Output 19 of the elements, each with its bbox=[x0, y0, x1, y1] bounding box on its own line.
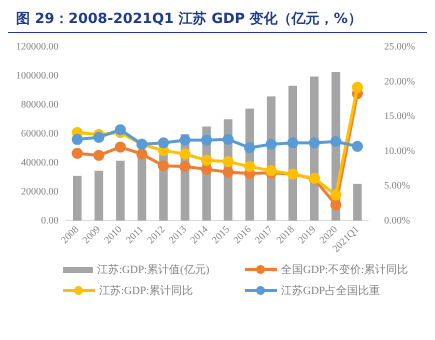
y-tick-label: 100000.00 bbox=[16, 70, 58, 82]
y2-tick-label: 20.00% bbox=[384, 76, 416, 88]
y2-tick-label: 15.00% bbox=[384, 111, 416, 122]
legend-label: 全国GDP:不变价:累计同比 bbox=[281, 262, 408, 277]
legend-label: 江苏GDP占全国比重 bbox=[281, 284, 380, 298]
legend-label: 江苏:GDP:累计同比 bbox=[99, 284, 194, 298]
x-tick-label: 2011 bbox=[124, 224, 146, 246]
legend-label: 江苏:GDP:累计值(亿元) bbox=[97, 263, 210, 277]
y2-tick-label: 10.00% bbox=[384, 146, 416, 157]
y-tick-label: 40000.00 bbox=[21, 157, 58, 168]
y-tick-label: 60000.00 bbox=[21, 128, 58, 140]
chart-title: 图 29：2008-2021Q1 江苏 GDP 变化（亿元，%） bbox=[8, 8, 427, 33]
y-tick-label: 20000.00 bbox=[21, 186, 58, 198]
y2-tick-label: 0.00% bbox=[384, 215, 410, 226]
y2-tick-label: 25.00% bbox=[384, 42, 416, 53]
y-tick-label: 0.00 bbox=[41, 215, 58, 226]
y2-tick-label: 5.00% bbox=[384, 180, 410, 192]
y-tick-label: 120000.00 bbox=[16, 42, 58, 53]
y-tick-label: 80000.00 bbox=[21, 100, 58, 111]
